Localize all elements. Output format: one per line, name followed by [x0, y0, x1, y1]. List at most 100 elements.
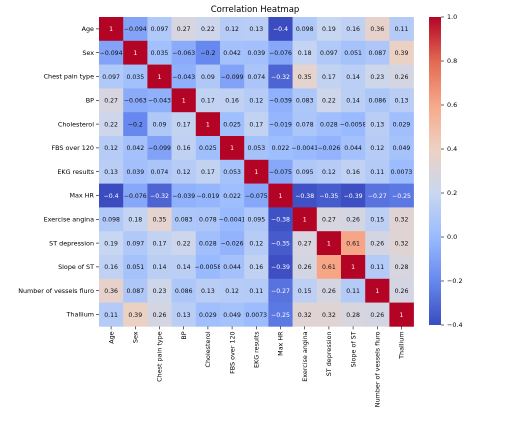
- heatmap-cell: [389, 278, 414, 303]
- heatmap-cell: [99, 183, 124, 208]
- heatmap-cell: [123, 112, 148, 137]
- cell-value-label: 0.022: [223, 193, 241, 200]
- cell-value-label: 0.12: [225, 26, 239, 33]
- heatmap-cell: [123, 207, 148, 232]
- heatmap-cell: [341, 136, 366, 161]
- heatmap-cell: [220, 88, 245, 113]
- x-tick-label: Exercise angina: [301, 331, 309, 381]
- cell-value-label: −0.075: [245, 193, 268, 200]
- cell-value-label: −0.043: [148, 98, 171, 105]
- heatmap-cell: [220, 302, 245, 327]
- cell-value-label: 0.13: [201, 288, 215, 295]
- heatmap-cell: [244, 278, 269, 303]
- cell-value-label: 0.078: [296, 121, 314, 128]
- cell-value-label: 0.26: [346, 217, 360, 224]
- heatmap-cell: [244, 64, 269, 89]
- cell-value-label: −0.0041: [291, 145, 318, 152]
- cell-value-label: 0.15: [370, 217, 384, 224]
- heatmap-cell: [341, 278, 366, 303]
- cell-value-label: 0.17: [249, 121, 263, 128]
- cell-value-label: 0.19: [322, 26, 336, 33]
- cell-value-label: 0.12: [249, 98, 263, 105]
- cell-value-label: 0.035: [151, 50, 169, 57]
- cell-value-label: −0.076: [124, 193, 147, 200]
- heatmap-cell: [99, 207, 124, 232]
- heatmap-cell: [244, 183, 269, 208]
- cell-value-label: 0.35: [153, 217, 167, 224]
- cell-value-label: 0.18: [128, 217, 142, 224]
- heatmap-cell: [195, 302, 221, 327]
- cell-value-label: 0.16: [177, 145, 191, 152]
- colorbar-tick-label: 0.2: [447, 189, 457, 197]
- heatmap-cell: [195, 183, 221, 208]
- cell-value-label: 0.09: [201, 74, 215, 81]
- heatmap-cell: [341, 207, 366, 232]
- cell-value-label: 0.26: [298, 264, 312, 271]
- heatmap-cell: [292, 159, 318, 184]
- heatmap-cell: [195, 17, 221, 42]
- cell-value-label: 0.16: [346, 169, 360, 176]
- cell-value-label: −0.2: [200, 50, 215, 57]
- heatmap-cell: [389, 159, 414, 184]
- cell-value-label: −0.0041: [219, 217, 246, 224]
- x-tick-label: Max HR: [277, 331, 285, 356]
- heatmap-cell: [365, 278, 390, 303]
- heatmap-cell: [195, 255, 221, 280]
- y-axis-ticks: Age Sex Chest pain type BP Cholesterol FBS ov…: [18, 25, 99, 319]
- x-axis-ticks: Age Sex Chest pain type BP Cholesterol FBS ov…: [107, 326, 406, 407]
- chart-title: Correlation Heatmap: [211, 5, 300, 15]
- cell-value-label: −0.35: [319, 193, 338, 200]
- cell-value-label: 0.097: [320, 50, 338, 57]
- heatmap-cell: [268, 112, 293, 137]
- cell-value-label: 0.039: [126, 169, 144, 176]
- heatmap-cell: [195, 136, 221, 161]
- cell-value-label: 0.086: [175, 288, 193, 295]
- cell-value-label: 0.12: [322, 169, 336, 176]
- heatmap-cell: [99, 64, 124, 89]
- cell-value-label: 1: [351, 264, 355, 271]
- x-tick-label: Chest pain type: [156, 331, 164, 381]
- y-tick-label: Thallium: [66, 311, 94, 319]
- cell-value-label: 0.11: [346, 288, 360, 295]
- heatmap-cell: [316, 64, 342, 89]
- cell-value-label: 0.22: [104, 121, 118, 128]
- cell-value-label: 0.16: [225, 98, 239, 105]
- cell-value-label: 0.27: [298, 240, 312, 247]
- heatmap-cell: [171, 17, 197, 42]
- cell-value-label: −0.063: [124, 98, 147, 105]
- heatmap-cell: [244, 159, 269, 184]
- colorbar: [429, 17, 441, 325]
- heatmap-cell: [341, 88, 366, 113]
- heatmap-cell: [99, 255, 124, 280]
- colorbar-tick-label: 0.0: [447, 233, 457, 241]
- cell-value-label: 0.18: [298, 50, 312, 57]
- heatmap-cell: [341, 159, 366, 184]
- cell-value-label: 0.029: [393, 121, 411, 128]
- heatmap-cell: [389, 183, 414, 208]
- heatmap-cell: [244, 40, 269, 65]
- heatmap-cell: [268, 40, 293, 65]
- y-tick-label: Sex: [82, 49, 94, 57]
- heatmap-cell: [147, 255, 172, 280]
- heatmap-cell: [123, 40, 148, 65]
- heatmap-cell: [220, 17, 245, 42]
- heatmap-cell: [341, 255, 366, 280]
- cell-value-label: −0.39: [271, 264, 290, 271]
- cell-value-label: 0.049: [223, 312, 241, 319]
- cell-value-label: 0.074: [247, 74, 265, 81]
- heatmap-cell: [195, 231, 221, 256]
- cell-value-label: −0.25: [271, 312, 290, 319]
- cell-value-label: 0.025: [223, 121, 241, 128]
- heatmap-cell: [244, 207, 269, 232]
- cell-value-label: 0.035: [126, 74, 144, 81]
- heatmap-cell: [341, 112, 366, 137]
- cell-value-label: 0.098: [296, 26, 314, 33]
- cell-value-label: 0.27: [177, 26, 191, 33]
- cell-value-label: 0.09: [153, 121, 167, 128]
- cell-value-label: 0.14: [346, 98, 360, 105]
- cell-value-label: −0.026: [317, 145, 340, 152]
- cell-value-label: 0.11: [370, 169, 384, 176]
- cell-value-label: 0.083: [296, 98, 314, 105]
- heatmap-cell: [389, 136, 414, 161]
